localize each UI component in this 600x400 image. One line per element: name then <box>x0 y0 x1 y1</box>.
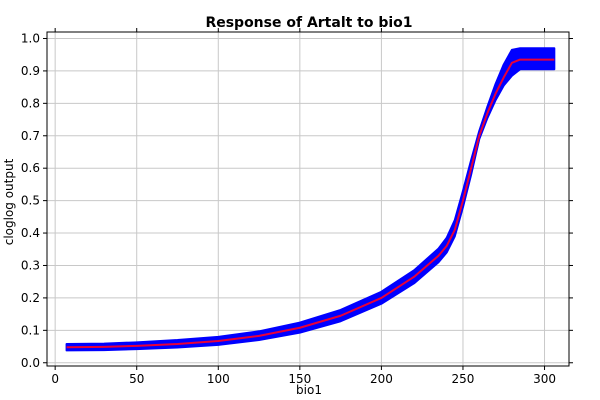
y-tick-label: 0.9 <box>21 64 40 78</box>
x-tick-label: 200 <box>370 372 393 386</box>
confidence-band <box>65 47 556 352</box>
x-tick-label: 250 <box>452 372 475 386</box>
y-axis-ticks: 0.0 0.1 0.2 0.3 0.4 0.5 0.6 0.7 0.8 0.9 1.0 <box>21 31 573 370</box>
y-tick-label: 0.8 <box>21 96 40 110</box>
plot-frame <box>46 31 570 367</box>
y-tick-label: 0.2 <box>21 291 40 305</box>
x-tick-label: 150 <box>288 372 311 386</box>
y-tick-label: 0.7 <box>21 129 40 143</box>
y-tick-label: 0.0 <box>21 356 40 370</box>
y-tick-label: 0.1 <box>21 323 40 337</box>
y-axis-label: cloglog output <box>2 158 16 245</box>
chart-title: Response of Artalt to bio1 <box>205 15 412 31</box>
response-line-group <box>66 58 555 349</box>
y-tick-label: 0.4 <box>21 226 40 240</box>
response-line <box>66 58 555 349</box>
x-axis-ticks: 0 50 100 150 200 250 300 <box>51 28 556 386</box>
y-tick-label: 0.3 <box>21 258 40 272</box>
x-tick-label: 0 <box>51 372 59 386</box>
x-tick-label: 100 <box>207 372 230 386</box>
y-tick-label: 1.0 <box>21 31 40 45</box>
y-tick-label: 0.6 <box>21 161 40 175</box>
x-tick-label: 300 <box>533 372 556 386</box>
x-axis-label: bio1 <box>296 383 322 397</box>
x-tick-label: 50 <box>129 372 144 386</box>
y-tick-label: 0.5 <box>21 194 40 208</box>
confidence-band-group <box>65 47 556 352</box>
grid <box>47 32 569 366</box>
